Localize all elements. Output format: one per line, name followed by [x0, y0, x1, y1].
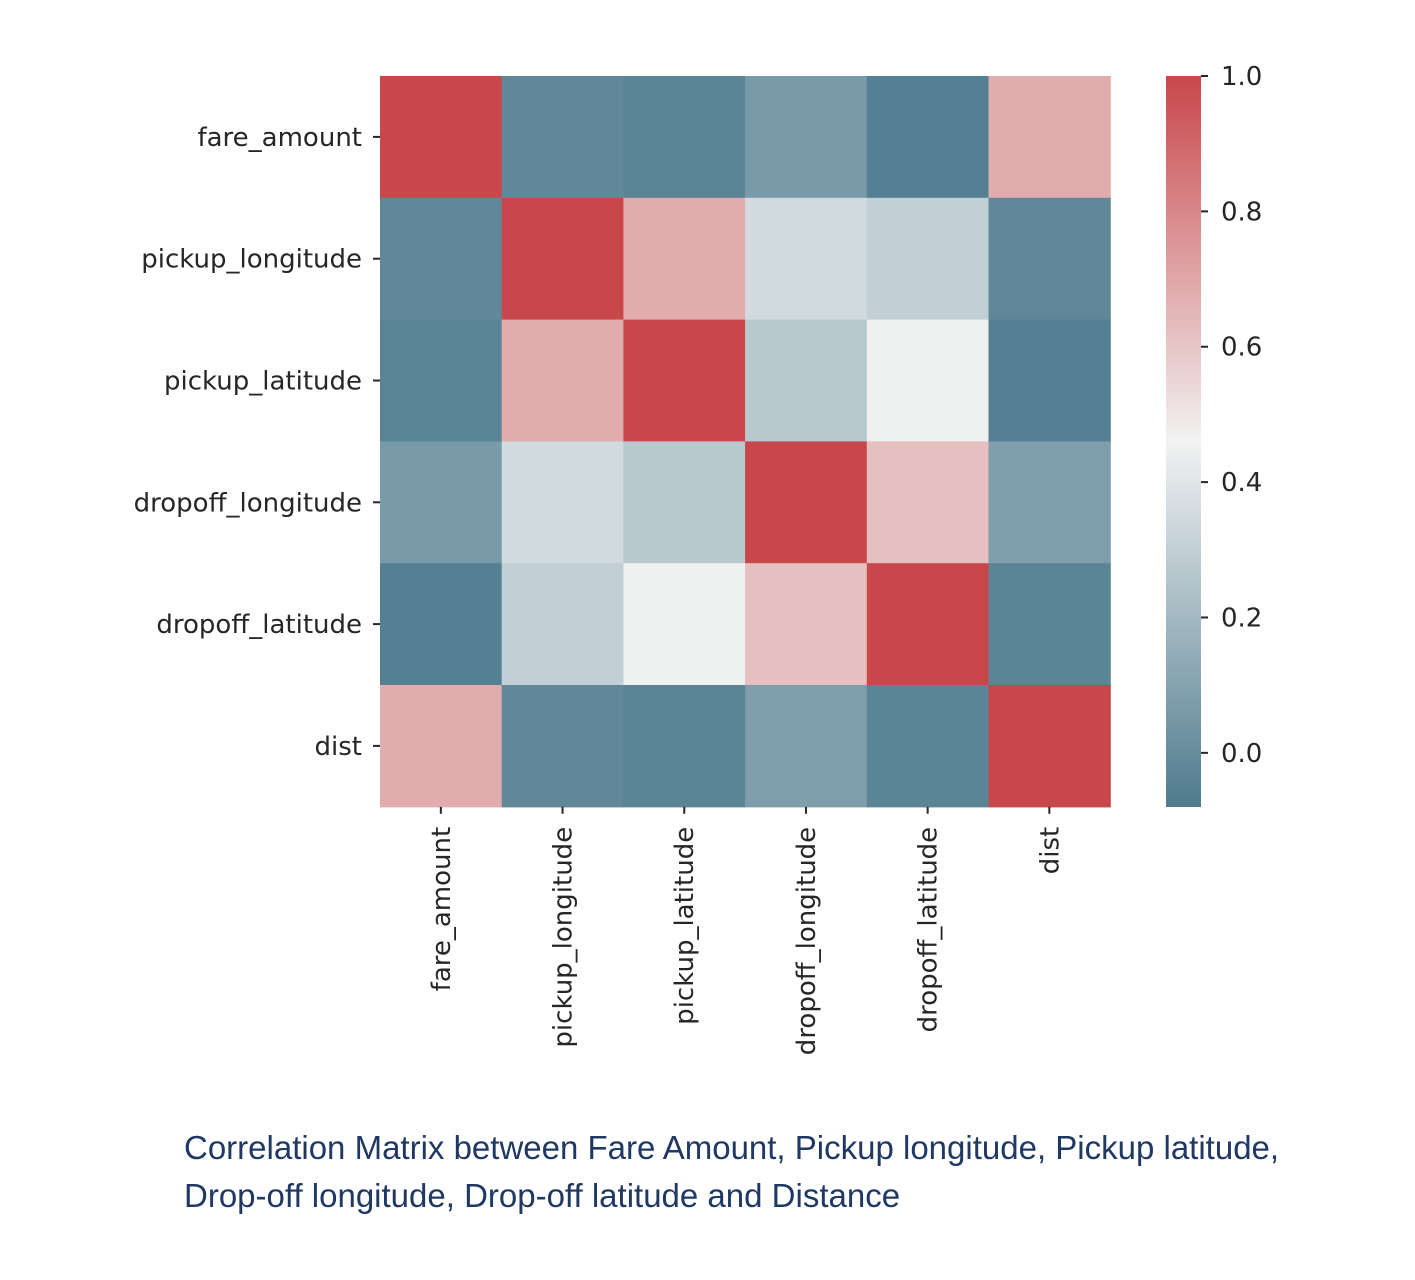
heatmap-cell-dropoff_latitude-dropoff_longitude [745, 563, 868, 686]
heatmap-cell-dropoff_longitude-fare_amount [380, 441, 503, 564]
correlation-heatmap: fare_amount pickup_longitude pickup_latitu… [134, 62, 1263, 1055]
figure-caption: Correlation Matrix between Fare Amount, … [184, 1129, 1280, 1214]
heatmap-cell-pickup_longitude-pickup_latitude [623, 197, 746, 321]
x-tick-label-fare_amount: fare_amount [427, 827, 457, 992]
heatmap-cell-fare_amount-dropoff_latitude [866, 76, 990, 199]
y-tick-label-pickup_latitude: pickup_latitude [164, 367, 362, 397]
heatmap-cell-dropoff_latitude-pickup_latitude [623, 563, 746, 686]
heatmap-cell-dropoff_latitude-dist [988, 563, 1111, 686]
y-tick-label-dropoff_longitude: dropoff_longitude [134, 488, 362, 518]
colorbar-tick-label: 0.8 [1221, 197, 1262, 227]
heatmap-cell-pickup_longitude-dropoff_longitude [745, 197, 868, 321]
x-tick-label-pickup_longitude: pickup_longitude [549, 827, 579, 1048]
x-tick-label-pickup_latitude: pickup_latitude [670, 827, 700, 1025]
y-tick-label-pickup_longitude: pickup_longitude [141, 245, 362, 275]
colorbar [1166, 76, 1201, 807]
heatmap-cell-pickup_latitude-pickup_longitude [501, 319, 624, 442]
heatmap-cell-dropoff_longitude-pickup_latitude [623, 441, 746, 564]
heatmap-cell-dist-dropoff_latitude [866, 685, 990, 808]
y-tick-label-fare_amount: fare_amount [197, 123, 362, 153]
heatmap-cell-dropoff_latitude-fare_amount [380, 563, 503, 686]
heatmap-cell-pickup_latitude-pickup_latitude [623, 319, 746, 442]
x-tick-label-dropoff_longitude: dropoff_longitude [792, 827, 822, 1055]
colorbar-tick-label: 0.4 [1221, 468, 1262, 498]
heatmap-cell-dist-dist [988, 685, 1111, 808]
y-tick-label-dropoff_latitude: dropoff_latitude [156, 610, 362, 640]
heatmap-cell-dropoff_longitude-dropoff_latitude [866, 441, 990, 564]
heatmap-cell-dist-pickup_longitude [501, 685, 624, 808]
colorbar-tick-label: 0.0 [1221, 739, 1262, 769]
heatmap-cell-pickup_longitude-pickup_longitude [501, 197, 624, 321]
colorbar-tick-label: 0.6 [1221, 333, 1262, 363]
heatmap-cell-fare_amount-fare_amount [380, 76, 503, 199]
heatmap-cell-dropoff_longitude-pickup_longitude [501, 441, 624, 564]
heatmap-cell-fare_amount-pickup_latitude [623, 76, 746, 199]
heatmap-cell-pickup_longitude-dist [988, 197, 1111, 321]
heatmap-cell-pickup_longitude-fare_amount [380, 197, 503, 321]
y-tick-label-dist: dist [315, 732, 362, 762]
x-tick-label-dist: dist [1035, 827, 1065, 874]
heatmap-cell-fare_amount-dist [988, 76, 1111, 199]
heatmap-cell-dropoff_latitude-pickup_longitude [501, 563, 624, 686]
colorbar-tick-label: 1.0 [1221, 62, 1262, 92]
colorbar-tick-label: 0.2 [1221, 603, 1262, 633]
heatmap-cell-pickup_latitude-dropoff_longitude [745, 319, 868, 442]
heatmap-cell-fare_amount-dropoff_longitude [745, 76, 868, 199]
heatmap-cell-dist-pickup_latitude [623, 685, 746, 808]
heatmap-cell-pickup_longitude-dropoff_latitude [866, 197, 990, 321]
heatmap-cell-pickup_latitude-fare_amount [380, 319, 503, 442]
heatmap-cell-dropoff_longitude-dropoff_longitude [745, 441, 868, 564]
heatmap-cell-fare_amount-pickup_longitude [501, 76, 624, 199]
heatmap-cell-dropoff_longitude-dist [988, 441, 1111, 564]
heatmap-cell-dist-dropoff_longitude [745, 685, 868, 808]
x-tick-label-dropoff_latitude: dropoff_latitude [914, 827, 944, 1033]
heatmap-cell-dist-fare_amount [380, 685, 503, 808]
heatmap-cell-pickup_latitude-dist [988, 319, 1111, 442]
heatmap-cell-pickup_latitude-dropoff_latitude [866, 319, 990, 442]
heatmap-cell-dropoff_latitude-dropoff_latitude [866, 563, 990, 686]
